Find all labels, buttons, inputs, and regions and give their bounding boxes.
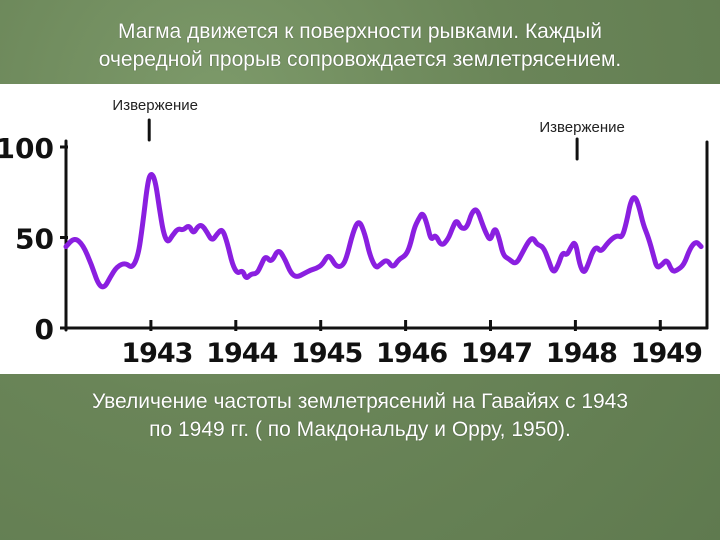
y-tick-label: 100	[0, 132, 54, 165]
eruption-label: Извержение	[539, 119, 625, 136]
bottom-caption-line-2: по 1949 гг. ( по Макдональду и Орру, 195…	[149, 418, 571, 441]
x-tick-label: 1944	[206, 338, 277, 369]
bottom-caption-line-1: Увеличение частоты землетрясений на Гава…	[91, 390, 629, 413]
y-tick-label: 0	[35, 313, 54, 346]
x-tick-label: 1949	[631, 338, 702, 369]
top-caption-line-1: Магма движется к поверхности рывками. Ка…	[118, 20, 602, 43]
top-caption: Магма движется к поверхности рывками. Ка…	[40, 18, 680, 74]
y-tick-label: 50	[15, 223, 54, 256]
x-tick-label: 1945	[291, 338, 362, 369]
earthquake-frequency-chart: 0 50 100 1943 1944 1945 1946 1947 1948 1949 Изверж…	[0, 97, 709, 369]
earthquake-frequency-line	[63, 172, 704, 290]
bottom-caption: Увеличение частоты землетрясений на Гава…	[30, 388, 690, 444]
x-tick-label: 1943	[121, 338, 192, 369]
top-caption-line-2: очередной прорыв сопровождается землетря…	[98, 48, 622, 71]
eruption-label: Извержение	[112, 97, 198, 114]
x-tick-label: 1946	[376, 338, 447, 369]
x-tick-label: 1947	[461, 338, 532, 369]
chart-panel: 0 50 100 1943 1944 1945 1946 1947 1948 1949 Изверж…	[0, 84, 720, 374]
x-tick-label: 1948	[546, 338, 617, 369]
